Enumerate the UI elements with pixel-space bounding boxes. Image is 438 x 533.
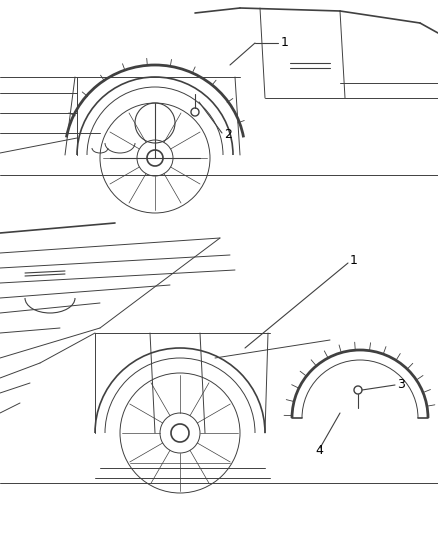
Text: 4: 4	[315, 443, 323, 456]
Text: 2: 2	[224, 127, 232, 141]
Text: 1: 1	[350, 254, 358, 268]
Text: 3: 3	[397, 378, 405, 392]
Text: 1: 1	[281, 36, 289, 50]
